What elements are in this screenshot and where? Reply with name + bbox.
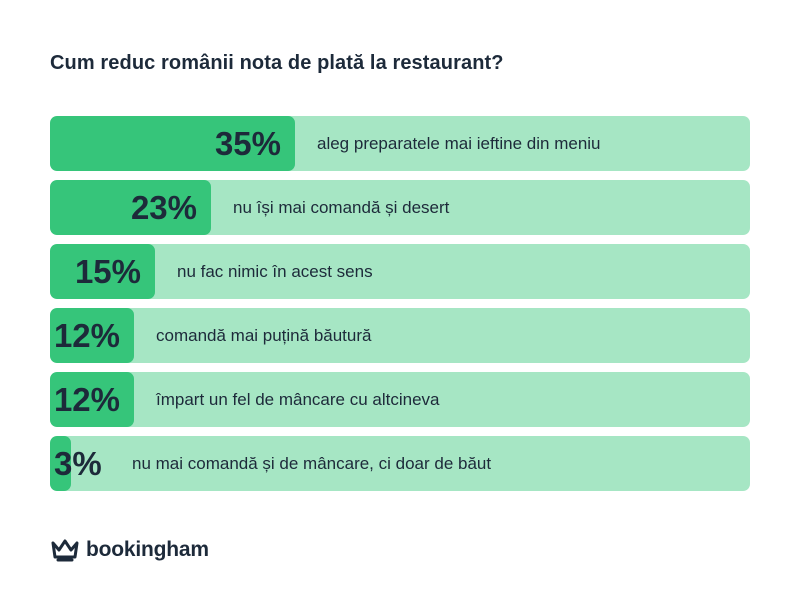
bar-chart: 35% aleg preparatele mai ieftine din meni… xyxy=(50,116,750,500)
bar-value-label: 35% xyxy=(214,125,281,162)
bar xyxy=(50,116,295,171)
bar-row: 12% comandă mai puțină băutură xyxy=(50,308,750,363)
bar-category-label: nu mai comandă și de mâncare, ci doar de… xyxy=(132,454,492,473)
bar xyxy=(50,180,211,235)
bar-row: 35% aleg preparatele mai ieftine din meni… xyxy=(50,116,750,171)
bar xyxy=(50,436,71,491)
bar-row: 15% nu fac nimic în acest sens xyxy=(50,244,750,299)
bar-category-label: nu fac nimic în acest sens xyxy=(177,262,373,281)
bar-category-label: nu își mai comandă și desert xyxy=(233,198,450,217)
bar-value-label: 3% xyxy=(54,445,102,482)
bar xyxy=(50,372,134,427)
bar-row: 23% nu își mai comandă și desert xyxy=(50,180,750,235)
bar-value-label: 12% xyxy=(53,381,120,418)
bar-value-label: 23% xyxy=(130,189,197,226)
brand-name: bookingham xyxy=(86,538,209,561)
brand-logo: bookingham xyxy=(50,538,209,562)
bar-value-label: 15% xyxy=(74,253,141,290)
chart-title: Cum reduc românii nota de plată la resta… xyxy=(50,52,504,74)
bar-category-label: comandă mai puțină băutură xyxy=(156,326,372,345)
bar-category-label: împart un fel de mâncare cu altcineva xyxy=(156,390,440,409)
bar-value-label: 12% xyxy=(53,317,120,354)
bar-row: 3% nu mai comandă și de mâncare, ci doar … xyxy=(50,436,750,491)
bar-category-label: aleg preparatele mai ieftine din meniu xyxy=(317,134,601,153)
crown-icon xyxy=(51,539,79,562)
bar xyxy=(50,244,155,299)
bar-row: 12% împart un fel de mâncare cu altcineva xyxy=(50,372,750,427)
bar xyxy=(50,308,134,363)
